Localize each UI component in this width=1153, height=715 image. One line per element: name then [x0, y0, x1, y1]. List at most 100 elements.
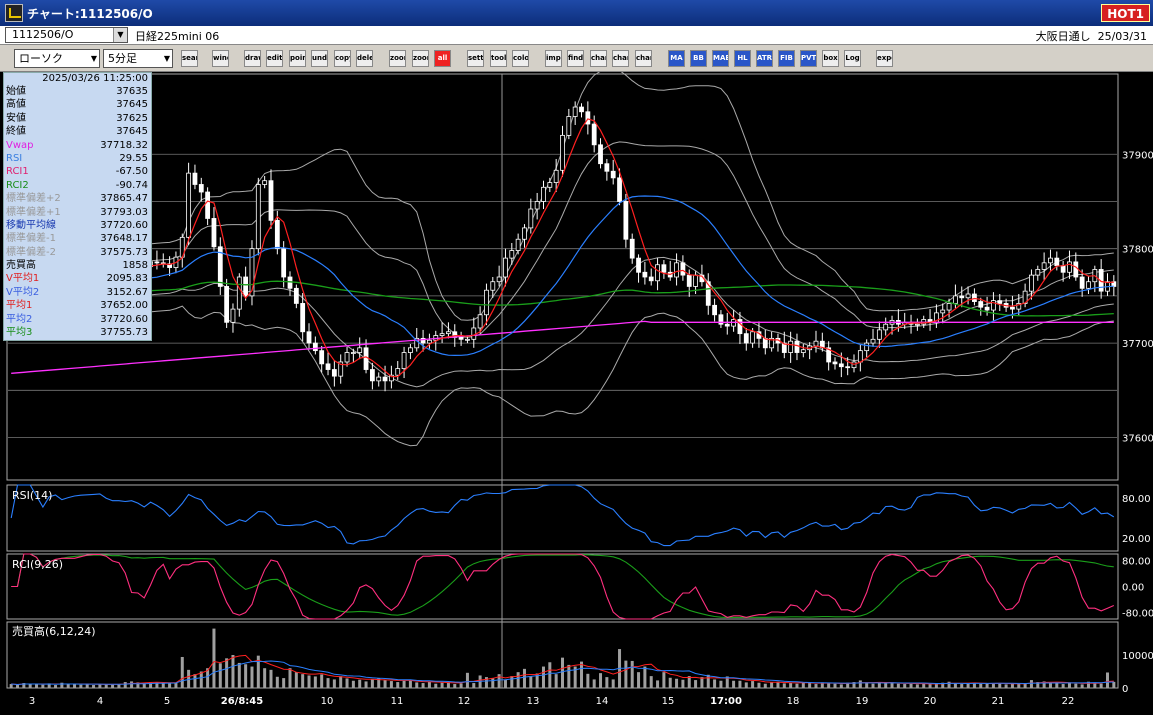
volume-bar	[1061, 684, 1065, 688]
candle-body	[293, 287, 299, 304]
toolbar-atr-button[interactable]: ATR	[756, 50, 773, 67]
volume-bar	[979, 683, 983, 688]
time-axis-label: 5	[164, 696, 170, 707]
toolbar-all-button[interactable]: all	[434, 50, 451, 67]
toolbar-fib-button[interactable]: FIB	[778, 50, 795, 67]
volume-bar	[497, 674, 501, 688]
volume-bar	[820, 682, 824, 688]
data-row-label: 移動平均線	[6, 219, 56, 231]
data-row-label: 高値	[6, 99, 26, 111]
interval-select[interactable]: 5分足 ▼	[103, 49, 173, 68]
candle-body	[534, 201, 540, 210]
volume-bar	[998, 683, 1002, 688]
volume-bar	[60, 682, 64, 688]
instrument-name: 日経225mini 06	[135, 30, 220, 43]
toolbar-find-button[interactable]: find	[567, 50, 584, 67]
data-row: 平均3 37755.73	[4, 326, 151, 339]
candle-body	[541, 186, 546, 202]
candle-body	[991, 300, 996, 311]
candle-body	[743, 333, 749, 344]
volume-bar	[795, 683, 799, 688]
bollinger-band-line	[11, 256, 1114, 388]
data-row-value: 3152.67	[106, 286, 148, 298]
volume-bar	[28, 683, 32, 688]
symbol-select[interactable]: 1112506/O ▼	[5, 27, 128, 43]
toolbar-delete-button[interactable]: delete	[356, 50, 373, 67]
candle-body	[648, 276, 654, 282]
volume-bar	[98, 684, 102, 688]
candle-body	[959, 295, 965, 299]
chevron-down-icon: ▼	[163, 54, 170, 63]
toolbar-export-button[interactable]: export	[876, 50, 893, 67]
toolbar-edit-button[interactable]: edit	[266, 50, 283, 67]
volume-bar	[934, 683, 938, 688]
candle-body	[1060, 265, 1066, 273]
candle-body	[870, 338, 876, 344]
volume-bar	[751, 681, 755, 688]
volume-bar	[757, 682, 761, 688]
data-row-value: 37865.47	[100, 193, 148, 205]
data-row-value: 37635	[116, 86, 148, 97]
volume-bar	[1023, 683, 1027, 688]
data-row: 平均2 37720.60	[4, 313, 151, 326]
toolbar-box-button[interactable]: box	[822, 50, 839, 67]
session-date: 大阪日通し 25/03/31	[1036, 28, 1147, 44]
toolbar-zoom-in-button[interactable]: zoom-in	[389, 50, 406, 67]
chart-area[interactable]: 37900 37800 37700 37600 80.00 20.00 80.00 0.00 -…	[0, 72, 1153, 715]
toolbar-chart-a-button[interactable]: chart-a	[590, 50, 607, 67]
toolbar-pointer-button[interactable]: pointer	[289, 50, 306, 67]
volume-bar	[516, 672, 520, 688]
time-axis-label: 22	[1062, 696, 1075, 707]
volume-bar	[180, 656, 184, 688]
volume-bar	[846, 682, 850, 688]
window-titlebar[interactable]: チャート:1112506/O HOT1	[0, 0, 1153, 26]
chevron-down-icon[interactable]: ▼	[113, 28, 127, 42]
cursor-datetime: 2025/03/26 11:25:00	[42, 73, 148, 84]
toolbar-draw-button[interactable]: draw	[244, 50, 261, 67]
toolbar-pvt-button[interactable]: PVT	[800, 50, 817, 67]
volume-bar	[263, 668, 267, 688]
volume-bar	[1067, 682, 1071, 688]
toolbar-ma-button[interactable]: MA	[668, 50, 685, 67]
toolbar-color-button[interactable]: color	[512, 50, 529, 67]
toolbar-chart-b-button[interactable]: chart-b	[612, 50, 629, 67]
volume-bar	[275, 676, 279, 688]
candle-body	[617, 177, 622, 202]
volume-bar	[681, 679, 685, 688]
volume-bar	[307, 675, 311, 688]
volume-bar	[1099, 683, 1103, 688]
toolbar-chart-c-button[interactable]: chart-c	[635, 50, 652, 67]
symbol-infobar: 1112506/O ▼ 日経225mini 06 大阪日通し 25/03/31	[0, 26, 1153, 45]
volume-bar	[168, 683, 172, 688]
candle-body	[205, 191, 211, 219]
data-row-label: RCI2	[6, 179, 29, 191]
volume-bar	[421, 683, 425, 688]
time-axis-label: 10	[321, 696, 334, 707]
toolbar-undo-button[interactable]: undo	[311, 50, 328, 67]
toolbar-settings-button[interactable]: settings	[467, 50, 484, 67]
candle-body	[1016, 303, 1022, 310]
chart-type-select[interactable]: ローソク ▼	[14, 49, 100, 68]
candle-body	[154, 261, 160, 264]
toolbar-tools-button[interactable]: tools	[490, 50, 507, 67]
toolbar-hl-button[interactable]: HL	[734, 50, 751, 67]
toolbar-window-button[interactable]: window	[212, 50, 229, 67]
toolbar-import-button[interactable]: import	[545, 50, 562, 67]
toolbar-mae-button[interactable]: MAE	[712, 50, 729, 67]
toolbar-zoom-out-button[interactable]: zoom-out	[412, 50, 429, 67]
hot-button[interactable]: HOT1	[1101, 4, 1150, 22]
volume-bar	[529, 676, 533, 688]
volume-bar	[865, 682, 869, 688]
volume-bar	[478, 675, 482, 688]
toolbar-copy-button[interactable]: copy	[334, 50, 351, 67]
candle-body	[281, 248, 287, 278]
data-row: 終値 37645	[4, 125, 151, 138]
toolbar-bb-button[interactable]: BB	[690, 50, 707, 67]
candle-body	[243, 276, 249, 297]
toolbar-search-button[interactable]: search	[181, 50, 198, 67]
toolbar-log-button[interactable]: Log	[844, 50, 861, 67]
candle-body	[1048, 257, 1053, 264]
time-axis: 3 4 5 26/8:45 10 11 12 13 14 15 17:00 18 19 20 21 22	[29, 696, 1075, 707]
candle-body	[965, 293, 971, 299]
volume-bar	[1004, 684, 1008, 688]
